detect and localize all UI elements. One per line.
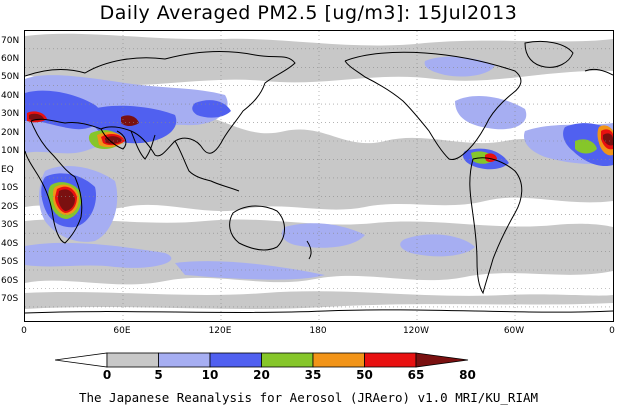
lat-tick-label: 70N	[1, 36, 20, 46]
coastlines	[25, 40, 613, 314]
coast-india	[130, 130, 156, 160]
lat-tick-label: 20S	[1, 202, 19, 212]
colorbar-segment	[261, 352, 314, 368]
lat-tick-label: 60N	[1, 54, 20, 64]
footer-credit: The Japanese Reanalysis for Aerosol (JRA…	[78, 390, 539, 405]
lat-tick-label: 30S	[1, 220, 19, 230]
pm25-map	[24, 30, 614, 322]
coast-europe-west	[584, 68, 613, 76]
colorbar-segment	[158, 352, 211, 368]
colorbar-segment	[106, 352, 159, 368]
colorbar-cap-high	[415, 352, 469, 368]
colorbar-level-label: 0	[102, 368, 112, 382]
colorbar-level-label: 65	[407, 368, 425, 382]
colorbar-segment	[209, 352, 262, 368]
colorbar-level-label: 50	[356, 368, 373, 382]
colorbar	[55, 352, 469, 368]
coast-south-america	[469, 157, 523, 295]
lat-tick-label: 50S	[1, 257, 19, 267]
lon-tick-label: 60W	[503, 326, 525, 336]
lat-tick-label: 50N	[1, 72, 20, 82]
colorbar-level-label: 20	[253, 368, 270, 382]
lat-tick-label: EQ	[1, 165, 14, 175]
lon-tick-label: 0	[609, 326, 615, 336]
lat-tick-label: 10S	[1, 183, 19, 193]
lon-tick-label: 0	[21, 326, 27, 336]
lat-tick-label: 30N	[1, 109, 20, 119]
coast-greenland	[524, 40, 574, 68]
colorbar-level-label: 5	[154, 368, 163, 382]
graticule-grid	[25, 31, 613, 321]
lon-tick-label: 60E	[113, 326, 131, 336]
coast-antarctica	[25, 309, 613, 314]
lat-tick-label: 60S	[1, 276, 19, 286]
map-title: Daily Averaged PM2.5 [ug/m3]: 15Jul2013	[99, 2, 518, 24]
coast-se-asia	[174, 140, 240, 192]
lon-tick-label: 120E	[208, 326, 232, 336]
lat-tick-label: 40S	[1, 239, 19, 249]
colorbar-level-label: 80	[459, 368, 476, 382]
colorbar-level-label: 35	[304, 368, 322, 382]
lat-tick-label: 20N	[1, 128, 20, 138]
map-canvas	[25, 31, 613, 321]
lat-tick-label: 40N	[1, 91, 20, 101]
coast-australia	[229, 205, 285, 251]
colorbar-segment	[364, 352, 417, 368]
colorbar-segment	[312, 352, 365, 368]
coast-africa	[25, 120, 83, 244]
lat-tick-label: 70S	[1, 294, 19, 304]
coast-arabia	[100, 128, 127, 150]
coast-new-zealand	[306, 240, 312, 260]
lat-tick-label: 10N	[1, 146, 20, 156]
colorbar-cap-low	[55, 352, 108, 368]
colorbar-level-label: 10	[201, 368, 219, 382]
lon-tick-label: 180	[309, 326, 327, 336]
lon-tick-label: 120W	[402, 326, 430, 336]
coast-europe-asia	[25, 51, 296, 157]
coast-north-america	[344, 51, 522, 160]
